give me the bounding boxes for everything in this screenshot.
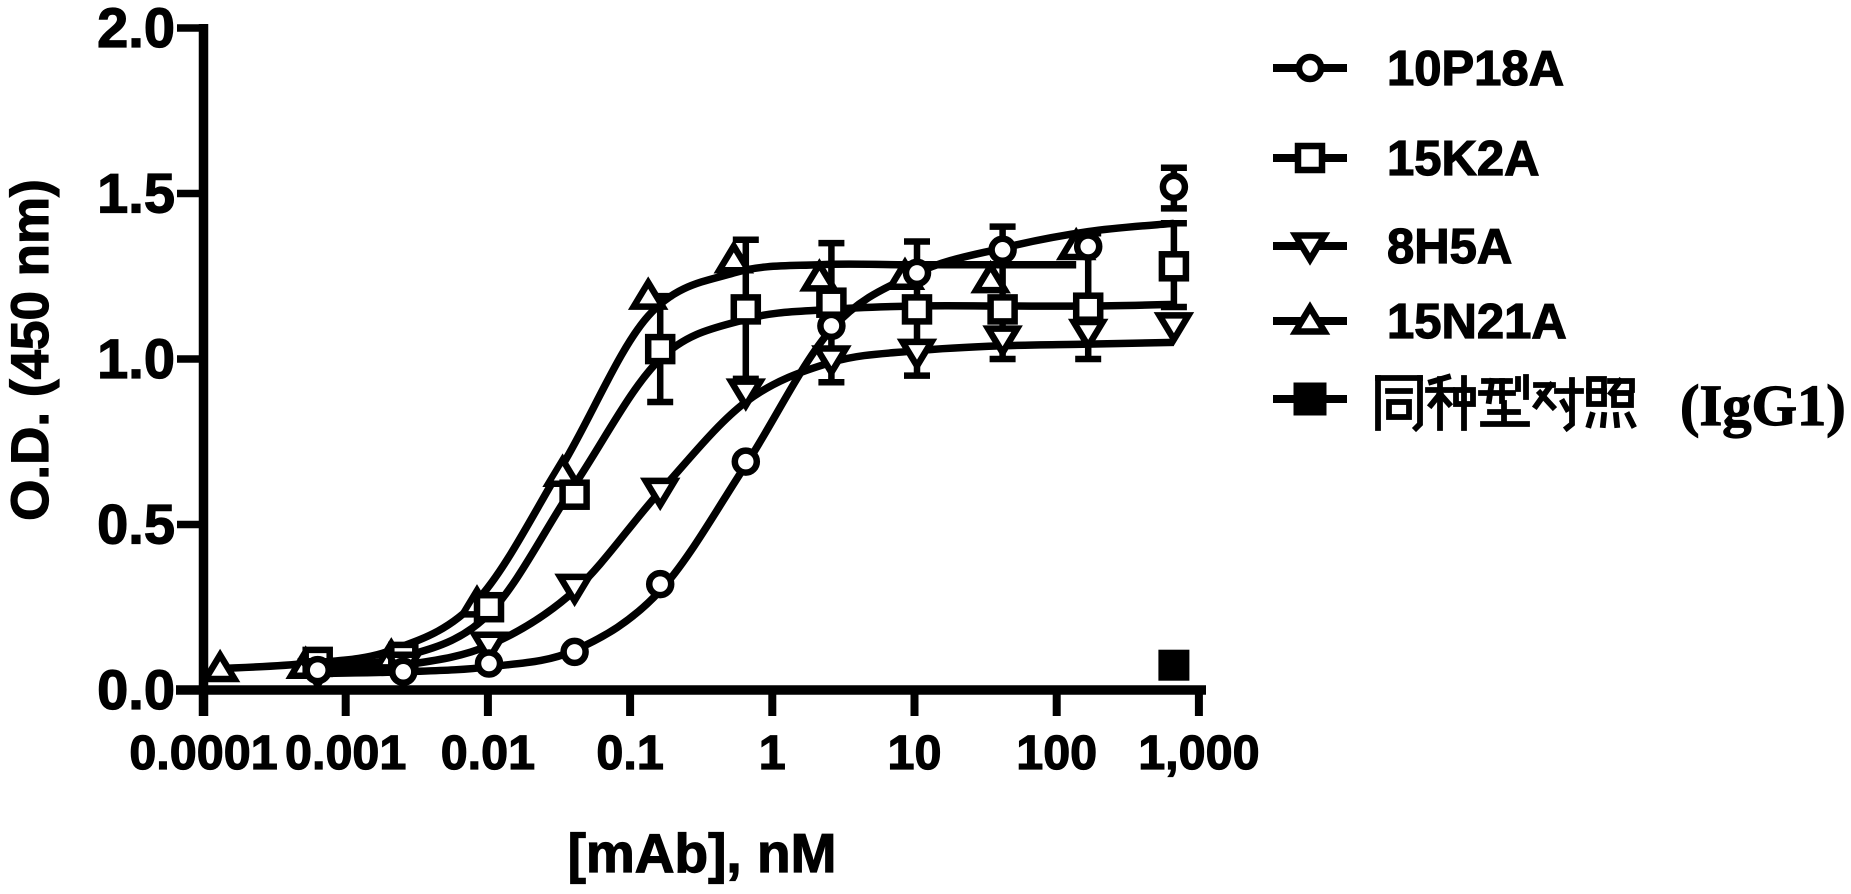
svg-text:100: 100 — [1016, 726, 1097, 780]
svg-text:0.0: 0.0 — [97, 658, 175, 721]
svg-text:1: 1 — [759, 726, 786, 780]
svg-text:0.0001: 0.0001 — [129, 726, 277, 780]
svg-text:2.0: 2.0 — [97, 0, 175, 59]
svg-text:[mAb], nM: [mAb], nM — [568, 822, 837, 884]
svg-text:15K2A: 15K2A — [1387, 132, 1540, 186]
svg-text:15N21A: 15N21A — [1387, 295, 1567, 349]
svg-text:10: 10 — [888, 726, 942, 780]
svg-text:0.1: 0.1 — [596, 726, 663, 780]
svg-text:(IgG1): (IgG1) — [1680, 373, 1846, 438]
svg-text:0.001: 0.001 — [285, 726, 406, 780]
svg-text:1.5: 1.5 — [97, 162, 175, 225]
svg-text:0.5: 0.5 — [97, 493, 175, 556]
svg-text:1.0: 1.0 — [97, 327, 175, 390]
svg-text:10P18A: 10P18A — [1387, 42, 1564, 96]
svg-text:O.D. (450 nm): O.D. (450 nm) — [1, 179, 60, 521]
svg-text:0.01: 0.01 — [441, 726, 535, 780]
svg-text:1,000: 1,000 — [1138, 726, 1259, 780]
svg-text:8H5A: 8H5A — [1387, 220, 1512, 274]
